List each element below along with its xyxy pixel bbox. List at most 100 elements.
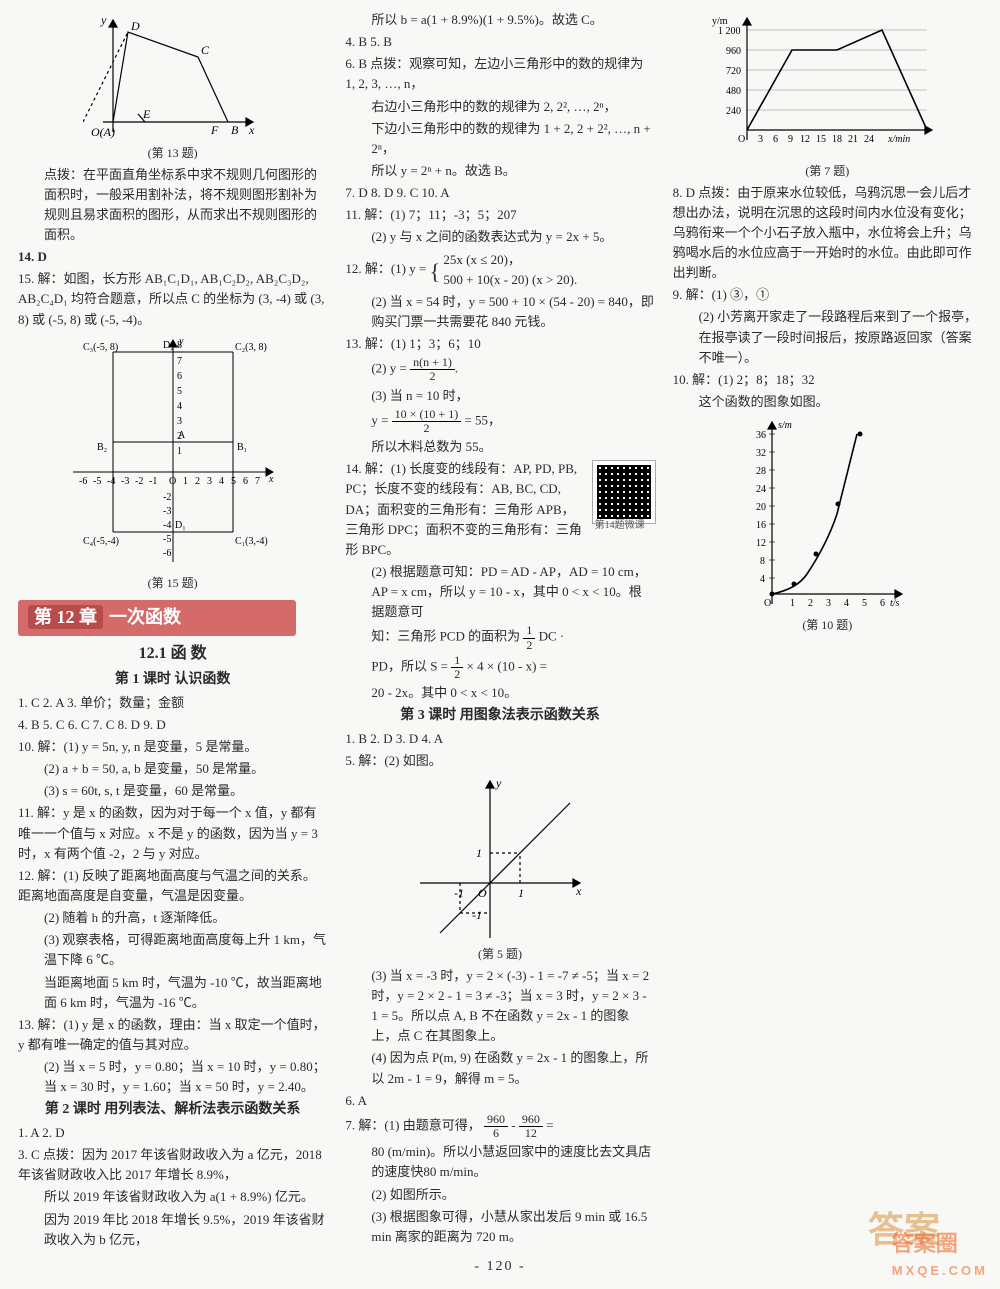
l2-14d: PD，所以 S = 12 × 4 × (10 - x) = — [345, 654, 654, 681]
l2-14c: 知：三角形 PCD 的面积为 12 DC · — [345, 624, 654, 651]
svg-text:4: 4 — [177, 401, 182, 412]
l2-13d-post: = 55， — [464, 412, 501, 427]
l2-12a-bot: 500 + 10(x - 20) (x > 20). — [443, 270, 577, 290]
l2-3c: 因为 2019 年比 2018 年增长 9.5%，2019 年该省财政收入为 b… — [18, 1210, 327, 1250]
svg-text:4: 4 — [219, 476, 224, 487]
fig-15: C₃(-5, 8)D₂C₂(3, 8) B₂AB₁ C₄(-5,-4)D₁C₁(… — [63, 332, 283, 572]
svg-text:21: 21 — [848, 134, 858, 145]
svg-text:y: y — [178, 336, 184, 347]
l2-13c: (3) 当 n = 10 时， — [345, 386, 654, 406]
l2-3a: 3. C 点拨：因为 2017 年该省财政收入为 a 亿元，2018 年该省财政… — [18, 1145, 327, 1185]
l1-12c: (3) 观察表格，可得距离地面高度每上升 1 km，气温下降 6 ℃。 — [18, 930, 327, 970]
svg-text:4: 4 — [844, 598, 849, 609]
svg-text:16: 16 — [756, 520, 766, 531]
l2-13d: y = 10 × (10 + 1)2 = 55， — [345, 408, 654, 435]
l1-11: 11. 解：y 是 x 的函数，因为对于每一个 x 值，y 都有唯一一个值与 x… — [18, 803, 327, 863]
svg-text:15: 15 — [816, 134, 826, 145]
l2-14d-mid: × 4 × (10 - x) = — [467, 658, 547, 673]
svg-text:-5: -5 — [93, 476, 101, 487]
svg-text:C₂(3, 8): C₂(3, 8) — [235, 342, 267, 353]
svg-text:3: 3 — [758, 134, 763, 145]
svg-text:-1: -1 — [454, 886, 464, 900]
page-columns: D C E F B x y O(A) (第 13 题) 点拨：在平面直角坐标系中… — [18, 10, 982, 1250]
watermark-brand: 答案圈 — [892, 1231, 958, 1256]
svg-text:6: 6 — [773, 134, 778, 145]
svg-text:x/min: x/min — [887, 134, 910, 145]
svg-text:2: 2 — [177, 431, 182, 442]
svg-text:480: 480 — [726, 86, 741, 97]
brace-icon: { — [430, 259, 441, 284]
frac-n-n1-2: n(n + 1)2 — [410, 356, 455, 383]
fig-10: s/m 363228 242016 1284 O 123 456 t/s — [742, 414, 912, 614]
c3-7b: 80 (m/min)。所以小慧返回家中的速度比去文具店的速度快80 m/min。 — [345, 1142, 654, 1182]
svg-text:20: 20 — [756, 502, 766, 513]
l2-3d: 所以 b = a(1 + 8.9%)(1 + 9.5%)。故选 C。 — [345, 10, 654, 30]
svg-text:O(A): O(A) — [91, 125, 115, 139]
fig-13: D C E F B x y O(A) — [83, 12, 263, 142]
svg-text:9: 9 — [788, 134, 793, 145]
svg-text:-2: -2 — [135, 476, 143, 487]
c3-6: 6. A — [345, 1091, 654, 1111]
chapter-banner: 第 12 章一次函数 — [18, 600, 296, 636]
col2-13-2: (2) 当 x = 5 时，y = 0.80；当 x = 10 时，y = 0.… — [18, 1057, 327, 1097]
l2-14e: 20 - 2x。其中 0 < x < 10。 — [345, 683, 654, 703]
c3-9b: (2) 小芳离开家走了一段路程后来到了一个报亭，在报亭读了一段时间报后，按原路返… — [673, 307, 982, 367]
svg-text:1: 1 — [183, 476, 188, 487]
svg-text:y: y — [495, 776, 502, 790]
frac-960-12: 96012 — [519, 1113, 543, 1140]
svg-text:5: 5 — [177, 386, 182, 397]
svg-text:x: x — [248, 123, 255, 137]
l1-10c: (3) s = 60t, s, t 是变量，60 是常量。 — [18, 781, 327, 801]
svg-text:5: 5 — [231, 476, 236, 487]
svg-text:18: 18 — [832, 134, 842, 145]
l1-line-a: 1. C 2. A 3. 单价；数量；金额 — [18, 693, 327, 713]
fig15-caption: (第 15 题) — [18, 574, 327, 593]
fig13-caption: (第 13 题) — [18, 144, 327, 163]
svg-text:2: 2 — [195, 476, 200, 487]
l2-12b: (2) 当 x = 54 时，y = 500 + 10 × (54 - 20) … — [345, 292, 654, 332]
l1-line-b: 4. B 5. C 6. C 7. C 8. D 9. D — [18, 715, 327, 735]
svg-text:1: 1 — [518, 886, 524, 900]
c3-5-3: (3) 当 x = -3 时，y = 2 × (-3) - 1 = -7 ≠ -… — [345, 966, 654, 1047]
l2-11a: 11. 解：(1) 7；11；-3；5；207 — [345, 205, 654, 225]
svg-text:-4: -4 — [163, 520, 171, 531]
svg-text:1: 1 — [790, 598, 795, 609]
l1-12b: (2) 随着 h 的升高，t 逐渐降低。 — [18, 908, 327, 928]
l2-14c-post: DC · — [539, 629, 565, 644]
svg-text:-6: -6 — [163, 548, 171, 559]
svg-text:B₁: B₁ — [237, 442, 247, 453]
svg-text:5: 5 — [862, 598, 867, 609]
svg-text:x: x — [575, 884, 582, 898]
l1-10a: 10. 解：(1) y = 5n, y, n 是变量，5 是常量。 — [18, 737, 327, 757]
frac-1-2a: 12 — [523, 624, 535, 651]
l3-5: 5. 解：(2) 如图。 — [345, 751, 654, 771]
qr-code-icon — [593, 461, 655, 523]
svg-text:960: 960 — [726, 46, 741, 57]
svg-text:C₁(3,-4): C₁(3,-4) — [235, 536, 268, 547]
svg-text:3: 3 — [826, 598, 831, 609]
frac-960-6: 9606 — [484, 1113, 508, 1140]
chapter-title: 一次函数 — [109, 607, 181, 627]
hint-13: 点拨：在平面直角坐标系中求不规则几何图形的面积时，一般采用割补法，将不规则图形割… — [18, 165, 327, 246]
svg-text:B₂: B₂ — [97, 442, 107, 453]
l2-11b: (2) y 与 x 之间的函数表达式为 y = 2x + 5。 — [345, 227, 654, 247]
l2-3b: 所以 2019 年该省财政收入为 a(1 + 8.9%) 亿元。 — [18, 1187, 327, 1207]
c3-10a: 10. 解：(1) 2；8；18；32 — [673, 370, 982, 390]
svg-text:720: 720 — [726, 66, 741, 77]
l2-6a: 6. B 点拨：观察可知，左边小三角形中的数的规律为 1, 2, 3, …, n… — [345, 54, 654, 94]
svg-text:12: 12 — [756, 538, 766, 549]
svg-text:E: E — [142, 107, 151, 121]
l2-12a-top: 25x (x ≤ 20)， — [443, 250, 577, 270]
lesson2-title: 第 2 课时 用列表法、解析法表示函数关系 — [18, 1099, 327, 1121]
c3-10b: 这个函数的图象如图。 — [673, 392, 982, 412]
watermark-url: MXQE.COM — [892, 1261, 988, 1281]
svg-text:6: 6 — [177, 371, 182, 382]
c3-5-4: (4) 因为点 P(m, 9) 在函数 y = 2x - 1 的图象上，所以 2… — [345, 1048, 654, 1088]
svg-text:240: 240 — [726, 106, 741, 117]
l3-a: 1. B 2. D 3. D 4. A — [345, 729, 654, 749]
lesson3-title: 第 3 课时 用图象法表示函数关系 — [345, 705, 654, 727]
l2-14b: (2) 根据题意可知：PD = AD - AP，AD = 10 cm，AP = … — [345, 562, 654, 622]
page-number: - 120 - — [18, 1256, 982, 1278]
svg-text:-3: -3 — [163, 506, 171, 517]
c3-7c: (2) 如图所示。 — [345, 1185, 654, 1205]
